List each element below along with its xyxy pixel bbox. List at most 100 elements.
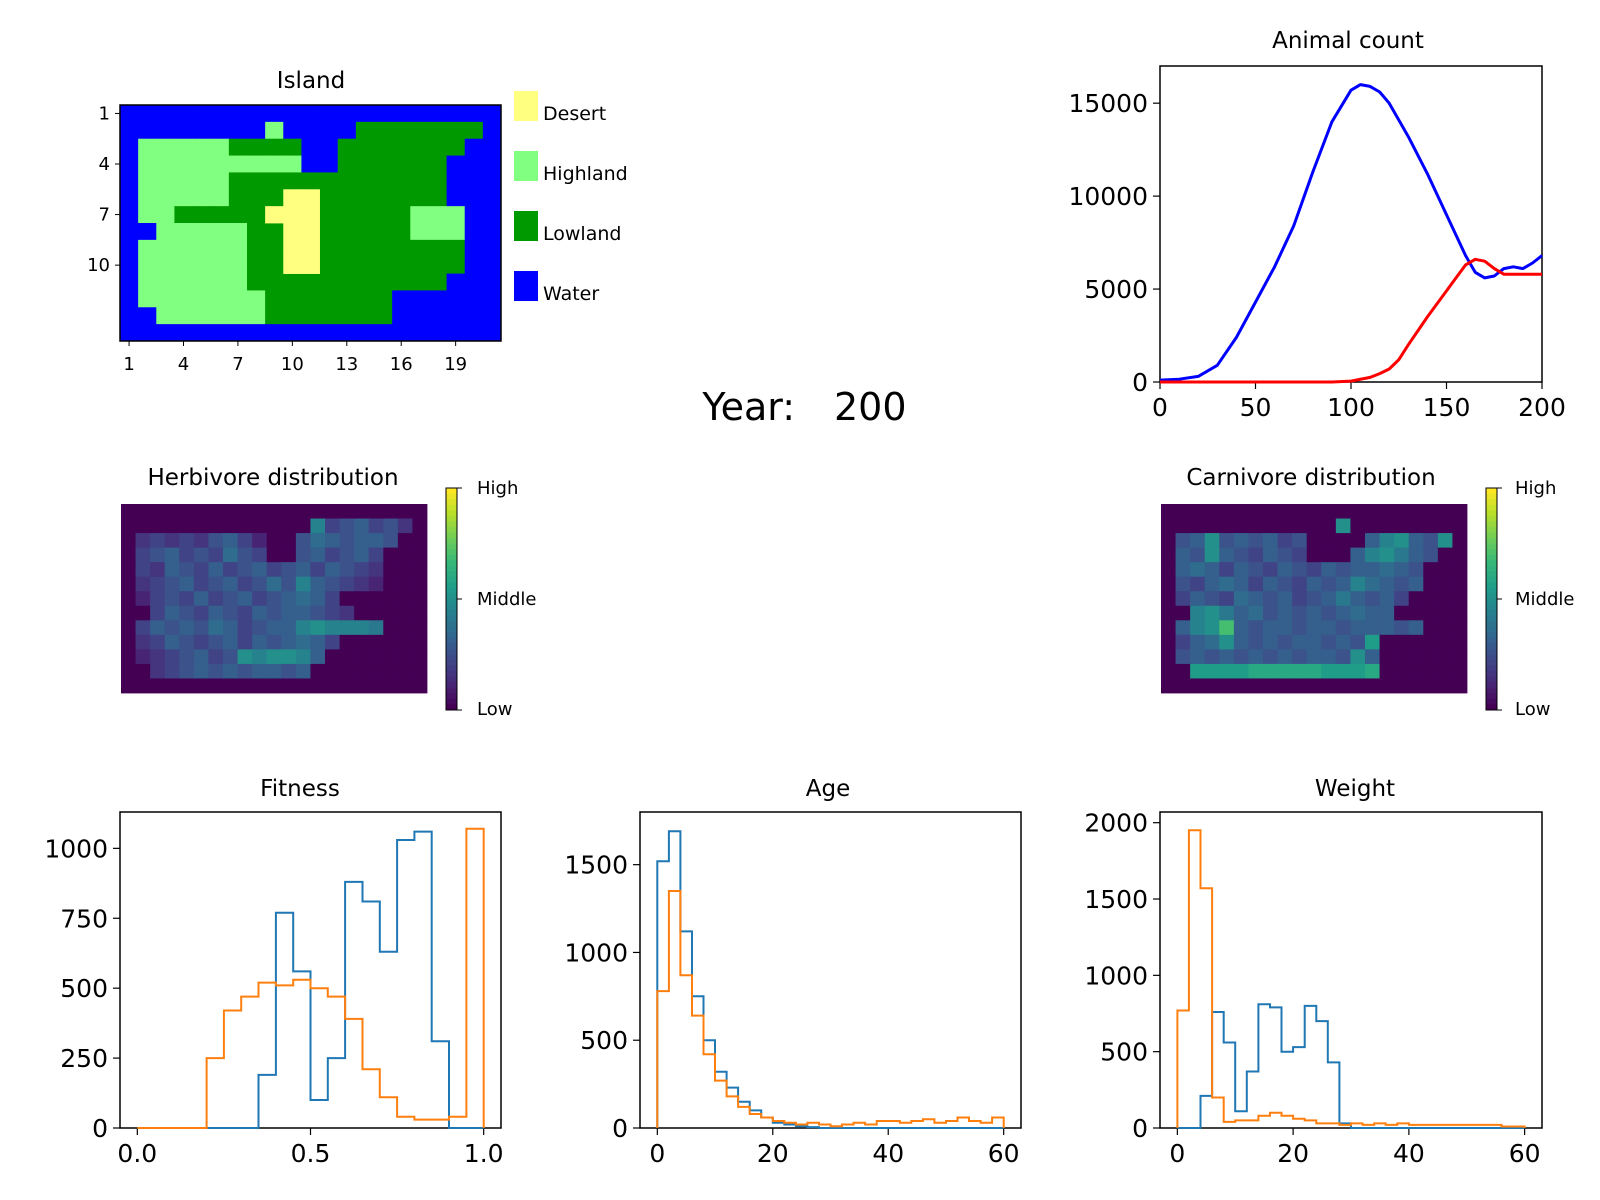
island-cell xyxy=(392,138,411,156)
heatmap-cell xyxy=(1408,634,1424,650)
island-cell xyxy=(301,172,320,190)
island-x-tick-label: 13 xyxy=(335,354,358,375)
heatmap-cell xyxy=(208,605,224,621)
heatmap-cell xyxy=(1365,634,1380,650)
carnivore-count-line xyxy=(1160,257,1542,384)
island-x-tick-label: 7 xyxy=(232,354,243,375)
heatmap-cell xyxy=(1277,649,1293,665)
heatmap-cell xyxy=(1161,591,1176,607)
heatmap-cell xyxy=(179,562,195,578)
heatmap-cell xyxy=(1379,649,1395,665)
colorbar-segment xyxy=(1486,532,1497,539)
heatmap-cell xyxy=(1394,562,1410,578)
island-cell xyxy=(374,105,393,123)
heatmap-cell xyxy=(1437,605,1453,621)
heatmap-cell xyxy=(1161,576,1176,592)
heatmap-cell xyxy=(237,620,253,636)
island-map-ticks: 1 4 7 10 13 16 19 1 4 7 10 xyxy=(87,103,467,375)
island-cell xyxy=(301,290,320,308)
colorbar-segment xyxy=(1486,515,1497,522)
fitness-panel: Fitness 0.0 0.5 1.0 0 250 500 750 1000 xyxy=(44,776,503,1168)
heatmap-cell xyxy=(237,663,253,679)
heatmap-cell xyxy=(1452,605,1468,621)
heatmap-cell xyxy=(193,678,209,694)
heatmap-cell xyxy=(223,533,238,549)
legend-swatch-lowland xyxy=(514,211,538,241)
heatmap-cell xyxy=(1277,547,1293,563)
island-cell xyxy=(228,223,248,241)
heatmap-cell xyxy=(325,649,340,665)
heatmap-cell xyxy=(1394,518,1410,534)
colorbar-segment xyxy=(1486,698,1497,705)
heatmap-cell xyxy=(383,634,399,650)
island-cell xyxy=(446,324,466,342)
colorbar-segment xyxy=(1486,626,1497,633)
heatmap-cell xyxy=(1365,649,1380,665)
age-panel: Age 0 20 40 60 0 500 1000 1500 xyxy=(564,776,1022,1168)
island-cell xyxy=(337,307,357,325)
island-cell xyxy=(192,105,212,123)
island-cell xyxy=(156,324,175,342)
colorbar-segment xyxy=(446,510,457,517)
island-cell xyxy=(192,239,212,258)
island-cell xyxy=(138,290,157,308)
island-cell xyxy=(482,172,502,190)
island-cell xyxy=(283,172,302,190)
heatmap-cell xyxy=(325,518,340,534)
heatmap-cell xyxy=(1379,663,1395,679)
heatmap-cell xyxy=(1321,620,1337,636)
island-cell xyxy=(482,290,502,308)
heatmap-cell xyxy=(1292,533,1308,549)
herbivore-distribution-title: Herbivore distribution xyxy=(147,465,398,491)
age-histogram: 0 20 40 60 0 500 1000 1500 xyxy=(564,811,1022,1168)
x-tick-label: 20 xyxy=(757,1139,789,1168)
island-cell xyxy=(210,189,230,207)
island-cell xyxy=(482,239,502,258)
island-cell xyxy=(120,138,139,156)
heatmap-cell xyxy=(1423,605,1439,621)
year-display: Year: 200 xyxy=(701,385,906,429)
island-cell xyxy=(192,324,212,342)
island-cell xyxy=(319,172,339,190)
heatmap-cell xyxy=(1394,678,1410,694)
heatmap-cell xyxy=(1306,620,1322,636)
island-cell xyxy=(228,105,248,123)
heatmap-cell xyxy=(1190,533,1206,549)
heatmap-cell xyxy=(1292,591,1308,607)
heatmap-cell xyxy=(1233,504,1249,519)
heatmap-cell xyxy=(397,620,413,636)
heatmap-cell xyxy=(412,634,428,650)
heatmap-cell xyxy=(1321,518,1337,534)
heatmap-cell xyxy=(1292,562,1308,578)
heatmap-cell xyxy=(252,663,268,679)
heatmap-cell xyxy=(1204,533,1220,549)
island-cell xyxy=(247,256,266,274)
island-cell xyxy=(337,189,357,207)
island-cell xyxy=(265,324,284,342)
island-cell xyxy=(319,290,339,308)
heatmap-cell xyxy=(1350,518,1366,534)
heatmap-cell xyxy=(179,678,195,694)
island-cell xyxy=(192,256,212,274)
heatmap-cell xyxy=(325,605,340,621)
heatmap-cell xyxy=(412,547,428,563)
y-tick-label: 0 xyxy=(612,1114,628,1143)
heatmap-cell xyxy=(1219,504,1235,519)
colorbar-segment xyxy=(446,599,457,606)
heatmap-cell xyxy=(1292,678,1308,694)
island-cell xyxy=(120,189,139,207)
island-cell xyxy=(283,105,302,123)
heatmap-cell xyxy=(1248,533,1264,549)
heatmap-cell xyxy=(1190,678,1206,694)
colorbar-segment xyxy=(1486,565,1497,572)
y-tick-label: 500 xyxy=(1100,1038,1148,1067)
heatmap-cell xyxy=(295,678,311,694)
heatmap-cell xyxy=(354,518,370,534)
colorbar-segment xyxy=(446,504,457,511)
heatmap-cell xyxy=(135,504,151,519)
island-cell xyxy=(174,155,193,173)
heatmap-cell xyxy=(1423,634,1439,650)
year-value: 200 xyxy=(834,385,907,429)
colorbar-segment xyxy=(446,499,457,506)
heatmap-cell xyxy=(1175,634,1191,650)
